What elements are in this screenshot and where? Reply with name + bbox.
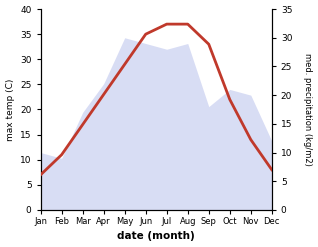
X-axis label: date (month): date (month): [117, 231, 195, 242]
Y-axis label: max temp (C): max temp (C): [5, 78, 15, 141]
Y-axis label: med. precipitation (kg/m2): med. precipitation (kg/m2): [303, 53, 313, 166]
